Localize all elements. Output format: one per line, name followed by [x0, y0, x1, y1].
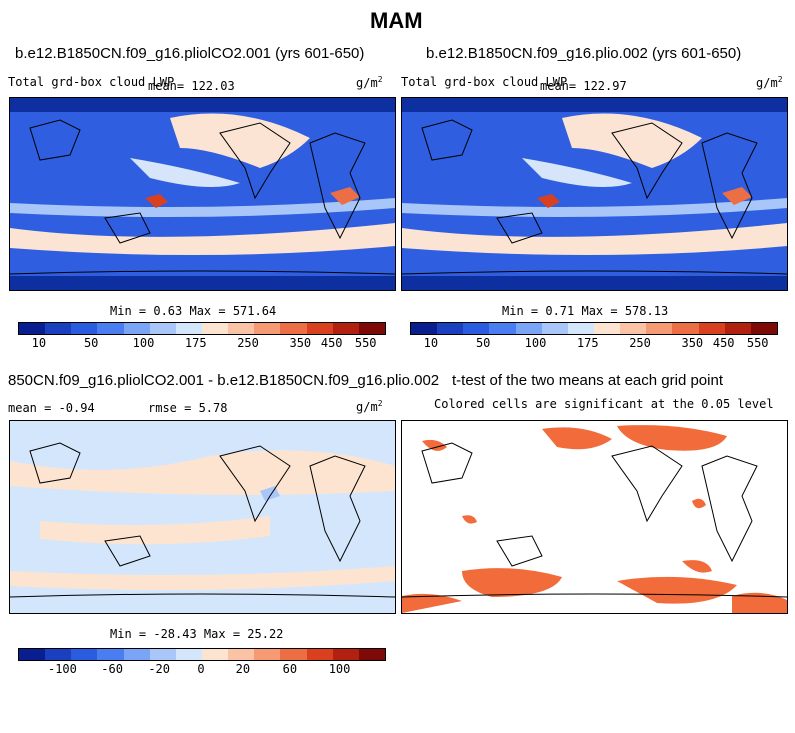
panel3-mean: mean = -0.94 [8, 401, 95, 415]
colorbar-swatch [306, 649, 333, 660]
colorbar-swatch [672, 323, 699, 334]
colorbar-tick-label: 100 [132, 336, 155, 350]
colorbar-swatch [175, 649, 202, 660]
colorbar-swatch [463, 323, 490, 334]
panel3-colorbar [18, 648, 386, 661]
panel1-map [9, 97, 396, 291]
colorbar-tick-label: -60 [101, 662, 123, 676]
panel4-map [401, 420, 788, 614]
colorbar-swatch [71, 649, 98, 660]
colorbar-tick-label: 550 [354, 336, 377, 350]
colorbar-tick-label: 10 [423, 336, 439, 350]
colorbar-swatch [149, 323, 176, 334]
colorbar-tick-label: 100 [328, 662, 351, 676]
colorbar-tick-label: 450 [712, 336, 735, 350]
colorbar-swatch [593, 323, 621, 334]
panel3-stats: Min = -28.43 Max = 25.22 [110, 627, 284, 641]
panel2-units: g/m2 [756, 75, 783, 90]
colorbar-swatch [515, 323, 542, 334]
colorbar-swatch [254, 323, 281, 334]
colorbar-swatch [306, 323, 333, 334]
colorbar-tick-label: -20 [148, 662, 170, 676]
colorbar-tick-label: 10 [31, 336, 47, 350]
colorbar-swatch [646, 323, 673, 334]
colorbar-swatch [97, 649, 124, 660]
colorbar-swatch [332, 649, 359, 660]
colorbar-swatch [19, 323, 46, 334]
colorbar-tick-label: 0 [197, 662, 205, 676]
colorbar-tick-label: 50 [475, 336, 491, 350]
colorbar-swatch [149, 649, 176, 660]
colorbar-swatch [698, 323, 725, 334]
panel2-stats: Min = 0.71 Max = 578.13 [502, 304, 669, 318]
colorbar-swatch [45, 649, 72, 660]
colorbar-swatch [280, 323, 307, 334]
colorbar-swatch [175, 323, 202, 334]
colorbar-tick-label: 50 [83, 336, 99, 350]
panel1-mean: mean= 122.03 [148, 79, 235, 93]
colorbar-swatch [358, 323, 385, 334]
colorbar-swatch [437, 323, 464, 334]
panel1-title: b.e12.B1850CN.f09_g16.pliolCO2.001 (yrs … [15, 45, 365, 62]
colorbar-tick-label: 175 [576, 336, 599, 350]
colorbar-swatch [228, 323, 255, 334]
colorbar-swatch [489, 323, 516, 334]
panel2-map [401, 97, 788, 291]
colorbar-tick-label: 550 [746, 336, 769, 350]
panel2-variable: Total grd-box cloud LWP [401, 75, 568, 89]
panel4-subtitle: Colored cells are significant at the 0.0… [434, 397, 774, 411]
panel4-title: t-test of the two means at each grid poi… [452, 372, 723, 389]
colorbar-tick-label: 250 [629, 336, 651, 350]
panel3-title: 850CN.f09_g16.pliolCO2.001 - b.e12.B1850… [8, 372, 440, 389]
colorbar-swatch [724, 323, 751, 334]
colorbar-swatch [254, 649, 281, 660]
colorbar-tick-label: 250 [237, 336, 259, 350]
colorbar-swatch [123, 323, 150, 334]
panel2-title: b.e12.B1850CN.f09_g16.plio.002 (yrs 601-… [426, 45, 742, 62]
colorbar-swatch [411, 323, 438, 334]
panel2-colorbar-ticks: 10 50 100 175 250 350 450 550 [410, 336, 776, 351]
colorbar-tick-label: 175 [184, 336, 207, 350]
colorbar-swatch [358, 649, 385, 660]
panel2-mean: mean= 122.97 [540, 79, 627, 93]
colorbar-tick-label: 20 [235, 662, 251, 676]
colorbar-swatch [97, 323, 124, 334]
colorbar-swatch [541, 323, 568, 334]
colorbar-swatch [45, 323, 72, 334]
colorbar-swatch [123, 649, 150, 660]
colorbar-tick-label: 350 [681, 336, 704, 350]
colorbar-swatch [71, 323, 98, 334]
colorbar-swatch [201, 649, 229, 660]
colorbar-swatch [19, 649, 46, 660]
panel2-colorbar [410, 322, 778, 335]
colorbar-tick-label: 350 [289, 336, 312, 350]
panel1-colorbar [18, 322, 386, 335]
panel3-map [9, 420, 396, 614]
colorbar-swatch [567, 323, 594, 334]
panel1-variable: Total grd-box cloud LWP [8, 75, 175, 89]
panel3-rmse: rmse = 5.78 [148, 401, 228, 415]
colorbar-swatch [201, 323, 229, 334]
colorbar-tick-label: -100 [47, 662, 77, 676]
panel1-units: g/m2 [356, 75, 383, 90]
colorbar-swatch [620, 323, 647, 334]
colorbar-tick-label: 100 [524, 336, 547, 350]
panel3-units: g/m2 [356, 399, 383, 414]
colorbar-tick-label: 60 [282, 662, 298, 676]
colorbar-tick-label: 450 [320, 336, 343, 350]
panel1-stats: Min = 0.63 Max = 571.64 [110, 304, 277, 318]
colorbar-swatch [332, 323, 359, 334]
colorbar-swatch [750, 323, 777, 334]
colorbar-swatch [228, 649, 255, 660]
figure-title: MAM [370, 8, 423, 33]
colorbar-swatch [280, 649, 307, 660]
panel1-colorbar-ticks: 10 50 100 175 250 350 450 550 [18, 336, 384, 351]
panel3-colorbar-ticks: -100 -60 -20 0 20 60 100 [18, 662, 384, 677]
